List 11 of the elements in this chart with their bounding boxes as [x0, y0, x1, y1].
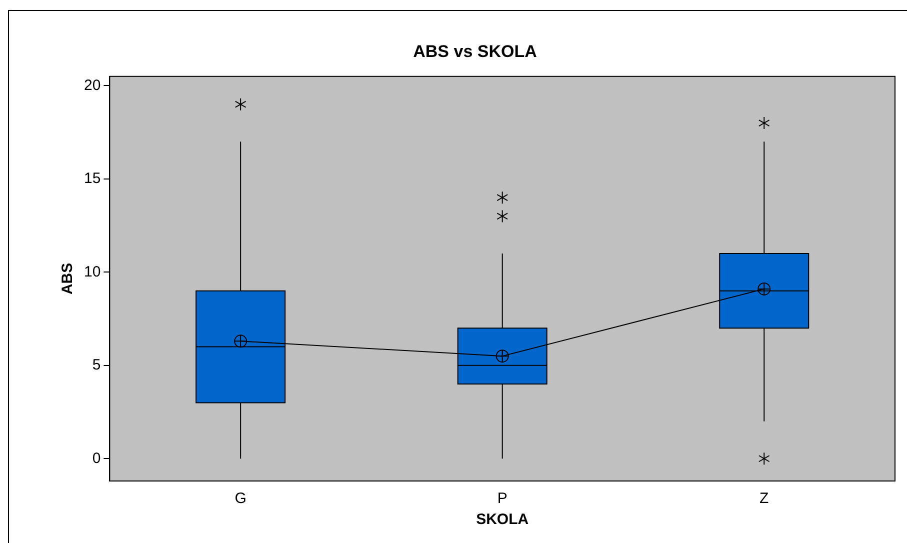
x-tick-label: G: [234, 490, 246, 508]
x-tick-label: Z: [760, 490, 769, 508]
y-tick-label: 10: [84, 263, 101, 280]
y-tick-label: 15: [84, 170, 101, 188]
chart-title: ABS vs SKOLA: [413, 42, 537, 61]
y-tick-label: 5: [92, 356, 101, 374]
y-tick-label: 0: [92, 450, 101, 467]
x-axis-title: SKOLA: [476, 511, 529, 528]
y-tick-label: 20: [84, 76, 101, 94]
x-tick-label: P: [497, 490, 508, 508]
y-axis-title: ABS: [59, 262, 76, 295]
